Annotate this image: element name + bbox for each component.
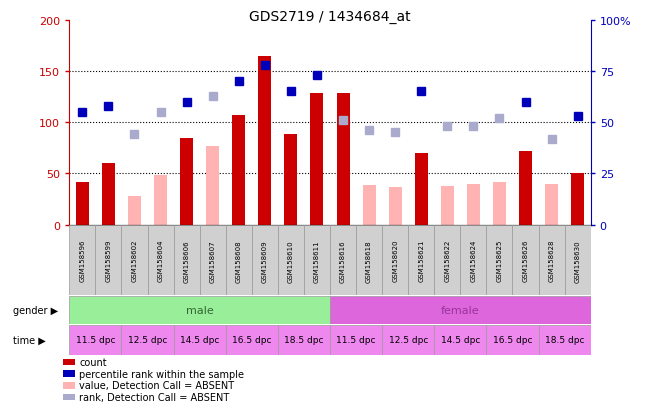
Text: GSM158630: GSM158630: [575, 240, 581, 282]
Text: GSM158622: GSM158622: [444, 240, 450, 282]
Bar: [539, 325, 591, 355]
Text: GSM158621: GSM158621: [418, 240, 424, 282]
Bar: [461, 226, 486, 295]
Text: female: female: [441, 305, 480, 315]
Bar: [278, 226, 304, 295]
Text: GSM158626: GSM158626: [523, 240, 529, 282]
Bar: [304, 226, 330, 295]
Bar: [389, 187, 402, 225]
Bar: [434, 226, 461, 295]
Bar: [382, 226, 409, 295]
Bar: [232, 116, 246, 225]
Text: 14.5 dpc: 14.5 dpc: [441, 336, 480, 344]
Bar: [486, 226, 513, 295]
Text: 16.5 dpc: 16.5 dpc: [493, 336, 532, 344]
Text: GSM158609: GSM158609: [262, 240, 268, 282]
Bar: [174, 325, 226, 355]
Bar: [356, 226, 382, 295]
Bar: [180, 138, 193, 225]
Bar: [565, 226, 591, 295]
Bar: [148, 226, 174, 295]
Text: GSM158602: GSM158602: [131, 240, 137, 282]
Text: GDS2719 / 1434684_at: GDS2719 / 1434684_at: [249, 10, 411, 24]
Bar: [284, 135, 298, 225]
Text: 16.5 dpc: 16.5 dpc: [232, 336, 271, 344]
Text: GSM158599: GSM158599: [106, 240, 112, 282]
Bar: [206, 146, 219, 225]
Bar: [154, 176, 167, 225]
Text: value, Detection Call = ABSENT: value, Detection Call = ABSENT: [79, 380, 234, 390]
Text: GSM158606: GSM158606: [183, 240, 189, 282]
Text: GSM158618: GSM158618: [366, 240, 372, 282]
Bar: [128, 197, 141, 225]
Bar: [330, 325, 382, 355]
Bar: [519, 152, 532, 225]
Bar: [69, 296, 330, 324]
Text: GSM158616: GSM158616: [340, 240, 346, 282]
Bar: [545, 184, 558, 225]
Text: 18.5 dpc: 18.5 dpc: [545, 336, 584, 344]
Bar: [362, 185, 376, 225]
Bar: [409, 226, 434, 295]
Bar: [121, 325, 174, 355]
Bar: [467, 184, 480, 225]
Text: GSM158596: GSM158596: [79, 240, 85, 282]
Bar: [69, 226, 96, 295]
Text: GSM158604: GSM158604: [158, 240, 164, 282]
Bar: [252, 226, 278, 295]
Text: GSM158620: GSM158620: [392, 240, 398, 282]
Bar: [200, 226, 226, 295]
Bar: [571, 174, 584, 225]
Bar: [226, 226, 252, 295]
Bar: [96, 226, 121, 295]
Text: GSM158628: GSM158628: [548, 240, 554, 282]
Text: gender ▶: gender ▶: [13, 305, 58, 315]
Bar: [330, 226, 356, 295]
Bar: [102, 164, 115, 225]
Text: GSM158624: GSM158624: [471, 240, 477, 282]
Text: 12.5 dpc: 12.5 dpc: [389, 336, 428, 344]
Bar: [414, 154, 428, 225]
Bar: [539, 226, 565, 295]
Bar: [330, 296, 591, 324]
Bar: [486, 325, 539, 355]
Bar: [337, 94, 350, 225]
Text: GSM158611: GSM158611: [314, 240, 320, 282]
Bar: [76, 182, 89, 225]
Bar: [513, 226, 539, 295]
Bar: [441, 186, 454, 225]
Bar: [69, 325, 121, 355]
Bar: [434, 325, 486, 355]
Text: 11.5 dpc: 11.5 dpc: [76, 336, 115, 344]
Bar: [174, 226, 200, 295]
Bar: [382, 325, 434, 355]
Text: 14.5 dpc: 14.5 dpc: [180, 336, 219, 344]
Bar: [121, 226, 148, 295]
Bar: [258, 57, 271, 225]
Text: GSM158610: GSM158610: [288, 240, 294, 282]
Bar: [493, 182, 506, 225]
Bar: [310, 94, 323, 225]
Bar: [226, 325, 278, 355]
Text: rank, Detection Call = ABSENT: rank, Detection Call = ABSENT: [79, 392, 230, 402]
Text: GSM158625: GSM158625: [496, 240, 502, 282]
Text: 18.5 dpc: 18.5 dpc: [284, 336, 323, 344]
Text: male: male: [185, 305, 214, 315]
Text: GSM158608: GSM158608: [236, 240, 242, 282]
Bar: [278, 325, 330, 355]
Text: 12.5 dpc: 12.5 dpc: [128, 336, 167, 344]
Text: count: count: [79, 357, 107, 367]
Text: GSM158607: GSM158607: [210, 240, 216, 282]
Text: time ▶: time ▶: [13, 335, 46, 345]
Text: percentile rank within the sample: percentile rank within the sample: [79, 369, 244, 379]
Text: 11.5 dpc: 11.5 dpc: [337, 336, 376, 344]
